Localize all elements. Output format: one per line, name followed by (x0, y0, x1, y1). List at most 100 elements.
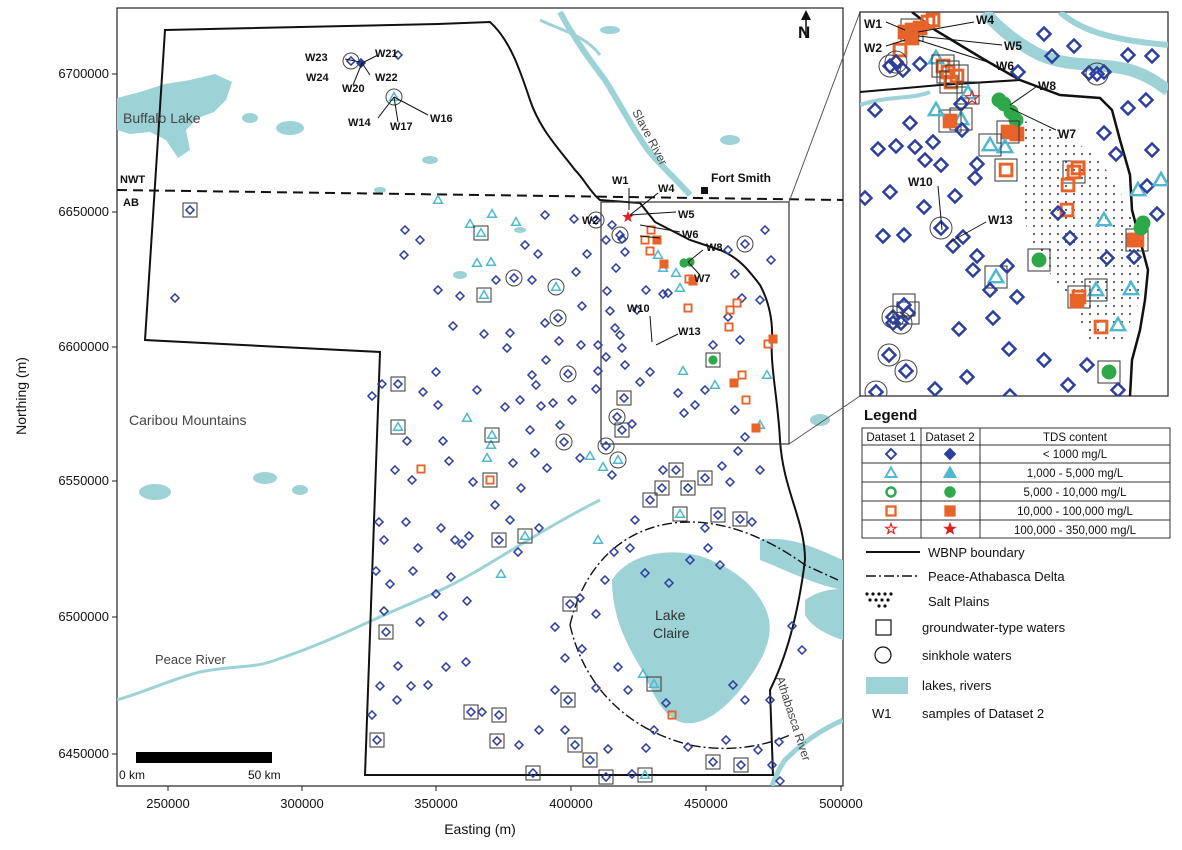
sinkhole-ring (889, 311, 913, 335)
triangle-symbol (597, 461, 609, 471)
diamond-symbol (672, 387, 684, 399)
diamond-symbol (533, 724, 545, 736)
diamond-symbol (576, 300, 588, 312)
diamond-symbol (602, 743, 614, 755)
diamond-symbol (916, 151, 934, 169)
sinkhole-ring (555, 433, 573, 451)
slave-river-branch (539, 18, 602, 56)
diamond-symbol (558, 436, 570, 448)
diamond-symbol (1143, 141, 1161, 159)
square-symbol (892, 42, 908, 58)
square-symbol (925, 12, 941, 28)
site-label: W16 (430, 113, 453, 125)
diamond-symbol (465, 706, 477, 718)
diamond-symbol (600, 440, 612, 452)
peace-river (117, 498, 601, 702)
diamond-symbol (720, 734, 732, 746)
star-symbol (943, 521, 957, 535)
diamond-symbol (493, 709, 505, 721)
diamond-symbol (619, 246, 631, 258)
groundwater-box (705, 352, 721, 368)
nwt-ab-border (116, 189, 844, 201)
sinkhole-ring (608, 408, 626, 426)
diamond-symbol (1138, 177, 1156, 195)
diamond-symbol (507, 457, 519, 469)
diamond-symbol (639, 567, 651, 579)
triangle-symbol (926, 100, 946, 117)
pad-boundary (569, 521, 839, 626)
diamond-symbol (1109, 381, 1127, 396)
circle-symbol (708, 355, 718, 365)
diamond-symbol (443, 455, 455, 467)
diamond-symbol (981, 281, 999, 299)
square-symbol (1093, 319, 1109, 335)
square-symbol (645, 246, 655, 256)
triangle-symbol (980, 135, 1000, 152)
diamond-symbol (867, 383, 885, 396)
sample-symbols (169, 49, 808, 787)
diamond-symbol (530, 379, 542, 391)
x-tick-label: 400000 (549, 796, 592, 811)
diamond-symbol (932, 156, 950, 174)
diamond-symbol (895, 296, 913, 314)
diamond-symbol (456, 538, 468, 550)
diamond-symbol (401, 435, 413, 447)
site-label: W14 (348, 117, 372, 129)
diamond-symbol (610, 262, 622, 274)
triangle-symbol (495, 568, 507, 578)
diamond-symbol (663, 577, 675, 589)
diamond-symbol (609, 322, 621, 334)
triangle-symbol (584, 450, 596, 460)
triangle-symbol (883, 465, 899, 478)
diamond-symbol (670, 464, 682, 476)
diamond-symbol (1078, 356, 1096, 374)
diamond-symbol (1065, 37, 1083, 55)
diamond-symbol (944, 237, 962, 255)
diamond-symbol (998, 257, 1016, 275)
triangle-symbol (550, 281, 562, 291)
y-tick-label: 6700000 (58, 66, 109, 81)
diamond-symbol (953, 121, 971, 139)
sinkhole-ring (609, 451, 627, 469)
square-symbol (485, 475, 495, 485)
buffalo-lake (117, 74, 232, 158)
square-symbol (751, 423, 761, 433)
diamond-symbol (901, 114, 919, 132)
diamond-symbol (590, 383, 602, 395)
diamond-symbol (380, 626, 392, 638)
diamond-symbol (752, 744, 764, 756)
diamond-symbol (407, 565, 419, 577)
diamond-symbol (774, 775, 786, 787)
diamond-symbol (964, 261, 982, 279)
diamond-symbol (449, 534, 461, 546)
triangle-symbol (986, 267, 1006, 284)
square-symbol (732, 298, 742, 308)
star-symbol (622, 210, 634, 223)
diamond-symbol (389, 464, 401, 476)
diamond-symbol (684, 554, 696, 566)
fort-smith-label: Fort Smith (711, 171, 771, 185)
diamond-symbol (926, 380, 944, 396)
lake-small (374, 187, 386, 193)
legend-table-symbols (883, 447, 958, 535)
triangle-symbol (485, 439, 497, 449)
groundwater-box (936, 60, 960, 84)
site-label: W4 (658, 183, 675, 195)
north-site-labels: W23 W21 W24 W20 W22 W14 W17 W16 (305, 48, 453, 133)
diamond-symbol (707, 339, 719, 351)
groundwater-box (710, 507, 726, 523)
north-label: N (798, 23, 810, 42)
diamond-symbol (1043, 47, 1061, 65)
triangle-symbol (464, 218, 476, 228)
square-symbol (646, 225, 656, 235)
star-symbol (963, 89, 981, 106)
diamond-symbol (950, 320, 968, 338)
diamond-symbol (524, 424, 536, 436)
diamond-symbol (739, 431, 751, 443)
diamond-symbol (539, 209, 551, 221)
diamond-symbol (616, 342, 628, 354)
diamond-symbol (796, 644, 808, 656)
diamond-symbol (1143, 47, 1161, 65)
diamond-symbol (716, 460, 728, 472)
triangle-symbol (475, 227, 487, 237)
